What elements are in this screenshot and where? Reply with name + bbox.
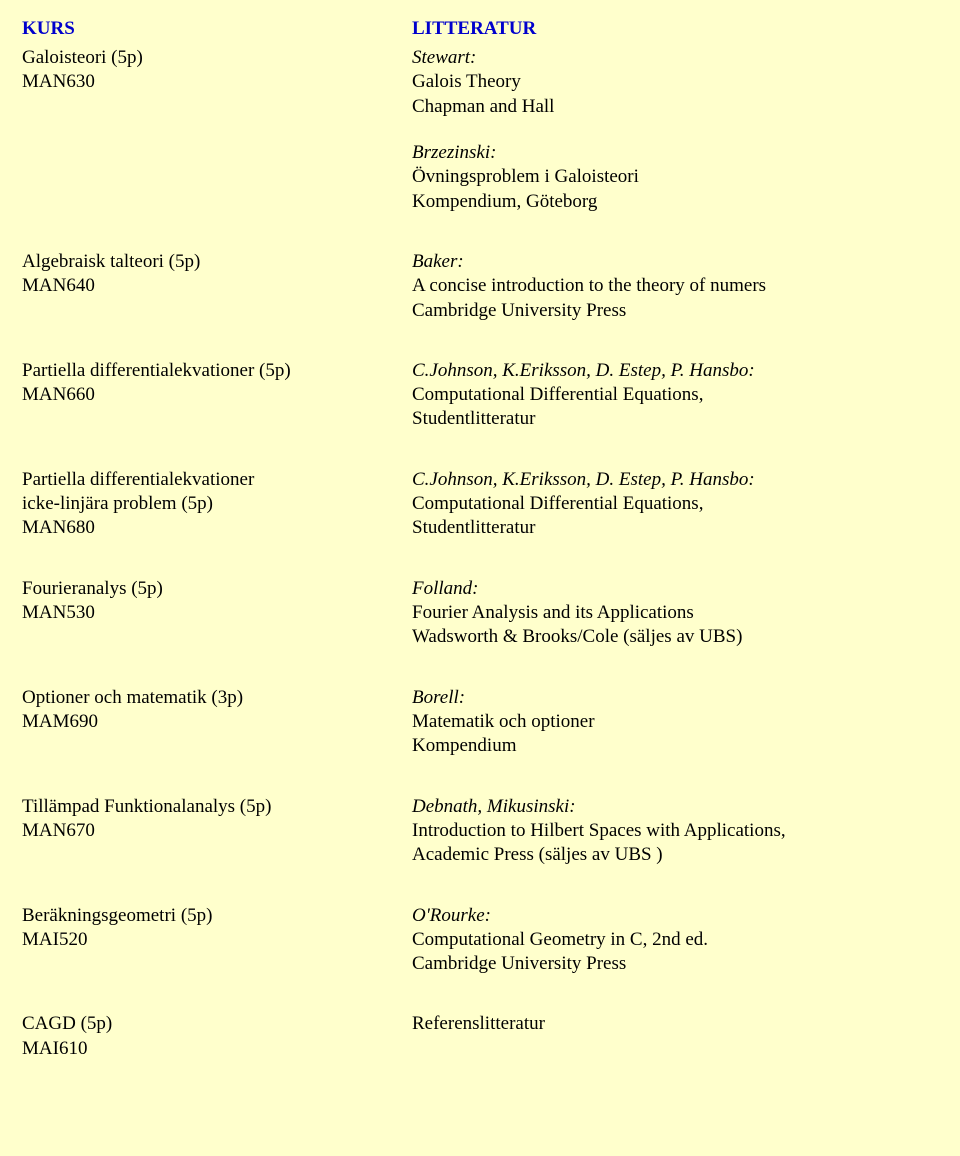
course-left: Algebraisk talteori (5p)MAN640 [22,250,412,299]
literature-block: Brzezinski:Övningsproblem i GaloisteoriK… [412,141,938,214]
course-right: Stewart:Galois TheoryChapman and Hall Brz… [412,46,938,214]
course-right: Debnath, Mikusinski:Introduction to Hilb… [412,795,938,868]
course-row: Tillämpad Funktionalanalys (5p)MAN670Deb… [22,795,938,868]
course-left: Galoisteori (5p)MAN630 [22,46,412,95]
literature-line: Debnath, Mikusinski: [412,795,938,819]
literature-line: Folland: [412,577,938,601]
course-left-line: Partiella differentialekvationer (5p) [22,359,412,383]
course-left-line: Galoisteori (5p) [22,46,412,70]
course-left-line: icke-linjära problem (5p) [22,492,412,516]
literature-line: Referenslitteratur [412,1012,938,1036]
course-right: Baker:A concise introduction to the theo… [412,250,938,323]
literature-line: Computational Differential Equations, [412,492,938,516]
literature-line: Borell: [412,686,938,710]
course-left-line: MAN670 [22,819,412,843]
course-row: Partiella differentialekvationer (5p)MAN… [22,359,938,432]
literature-line: Cambridge University Press [412,299,938,323]
course-list: Galoisteori (5p)MAN630Stewart:Galois The… [22,46,938,1061]
course-left: Partiella differentialekvationer (5p)MAN… [22,359,412,408]
course-left-line: MAI520 [22,928,412,952]
literature-line: Cambridge University Press [412,952,938,976]
literature-line: C.Johnson, K.Eriksson, D. Estep, P. Hans… [412,468,938,492]
literature-line: Academic Press (säljes av UBS ) [412,843,938,867]
course-row: Fourieranalys (5p)MAN530Folland:Fourier … [22,577,938,650]
course-left: Fourieranalys (5p)MAN530 [22,577,412,626]
course-left-line: MAN660 [22,383,412,407]
course-left-line: Fourieranalys (5p) [22,577,412,601]
course-left-line: MAN640 [22,274,412,298]
course-left-line: MAN680 [22,516,412,540]
course-left-line: MAI610 [22,1037,412,1061]
header-row: KURS LITTERATUR [22,18,938,40]
literature-block: Referenslitteratur [412,1012,938,1036]
course-left: CAGD (5p)MAI610 [22,1012,412,1061]
literature-line: Kompendium, Göteborg [412,190,938,214]
course-right: Folland:Fourier Analysis and its Applica… [412,577,938,650]
literature-line: Introduction to Hilbert Spaces with Appl… [412,819,938,843]
course-left: Beräkningsgeometri (5p)MAI520 [22,904,412,953]
course-left-line: Tillämpad Funktionalanalys (5p) [22,795,412,819]
course-row: Partiella differentialekvationericke-lin… [22,468,938,541]
course-right: Borell:Matematik och optionerKompendium [412,686,938,759]
literature-line: Computational Geometry in C, 2nd ed. [412,928,938,952]
literature-line: Baker: [412,250,938,274]
literature-line: Galois Theory [412,70,938,94]
course-right: Referenslitteratur [412,1012,938,1036]
literature-block: Baker:A concise introduction to the theo… [412,250,938,323]
course-left-line: MAN630 [22,70,412,94]
literature-line: A concise introduction to the theory of … [412,274,938,298]
course-left-line: MAN530 [22,601,412,625]
course-row: Galoisteori (5p)MAN630Stewart:Galois The… [22,46,938,214]
course-row: CAGD (5p)MAI610Referenslitteratur [22,1012,938,1061]
course-right: O'Rourke:Computational Geometry in C, 2n… [412,904,938,977]
literature-block: Debnath, Mikusinski:Introduction to Hilb… [412,795,938,868]
course-left-line: Optioner och matematik (3p) [22,686,412,710]
literature-line: Matematik och optioner [412,710,938,734]
course-row: Optioner och matematik (3p)MAM690Borell:… [22,686,938,759]
header-kurs: KURS [22,18,412,40]
course-left: Optioner och matematik (3p)MAM690 [22,686,412,735]
literature-line: Chapman and Hall [412,95,938,119]
literature-line: Wadsworth & Brooks/Cole (säljes av UBS) [412,625,938,649]
course-left-line: CAGD (5p) [22,1012,412,1036]
literature-line: O'Rourke: [412,904,938,928]
literature-line: Brzezinski: [412,141,938,165]
literature-line: Kompendium [412,734,938,758]
literature-block: Stewart:Galois TheoryChapman and Hall [412,46,938,119]
literature-line: Computational Differential Equations, [412,383,938,407]
header-litteratur: LITTERATUR [412,18,938,40]
course-left-line: MAM690 [22,710,412,734]
literature-line: Övningsproblem i Galoisteori [412,165,938,189]
course-left-line: Algebraisk talteori (5p) [22,250,412,274]
literature-block: O'Rourke:Computational Geometry in C, 2n… [412,904,938,977]
course-left: Tillämpad Funktionalanalys (5p)MAN670 [22,795,412,844]
literature-line: Studentlitteratur [412,516,938,540]
course-left-line: Beräkningsgeometri (5p) [22,904,412,928]
course-row: Algebraisk talteori (5p)MAN640Baker:A co… [22,250,938,323]
course-left-line: Partiella differentialekvationer [22,468,412,492]
literature-line: C.Johnson, K.Eriksson, D. Estep, P. Hans… [412,359,938,383]
course-row: Beräkningsgeometri (5p)MAI520O'Rourke:Co… [22,904,938,977]
course-right: C.Johnson, K.Eriksson, D. Estep, P. Hans… [412,359,938,432]
course-left: Partiella differentialekvationericke-lin… [22,468,412,541]
literature-line: Stewart: [412,46,938,70]
literature-block: Folland:Fourier Analysis and its Applica… [412,577,938,650]
literature-line: Studentlitteratur [412,407,938,431]
literature-block: C.Johnson, K.Eriksson, D. Estep, P. Hans… [412,359,938,432]
course-right: C.Johnson, K.Eriksson, D. Estep, P. Hans… [412,468,938,541]
literature-block: C.Johnson, K.Eriksson, D. Estep, P. Hans… [412,468,938,541]
literature-line: Fourier Analysis and its Applications [412,601,938,625]
literature-block: Borell:Matematik och optionerKompendium [412,686,938,759]
